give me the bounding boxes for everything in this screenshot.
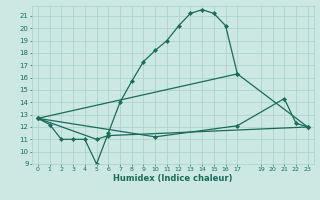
X-axis label: Humidex (Indice chaleur): Humidex (Indice chaleur) (113, 174, 233, 183)
